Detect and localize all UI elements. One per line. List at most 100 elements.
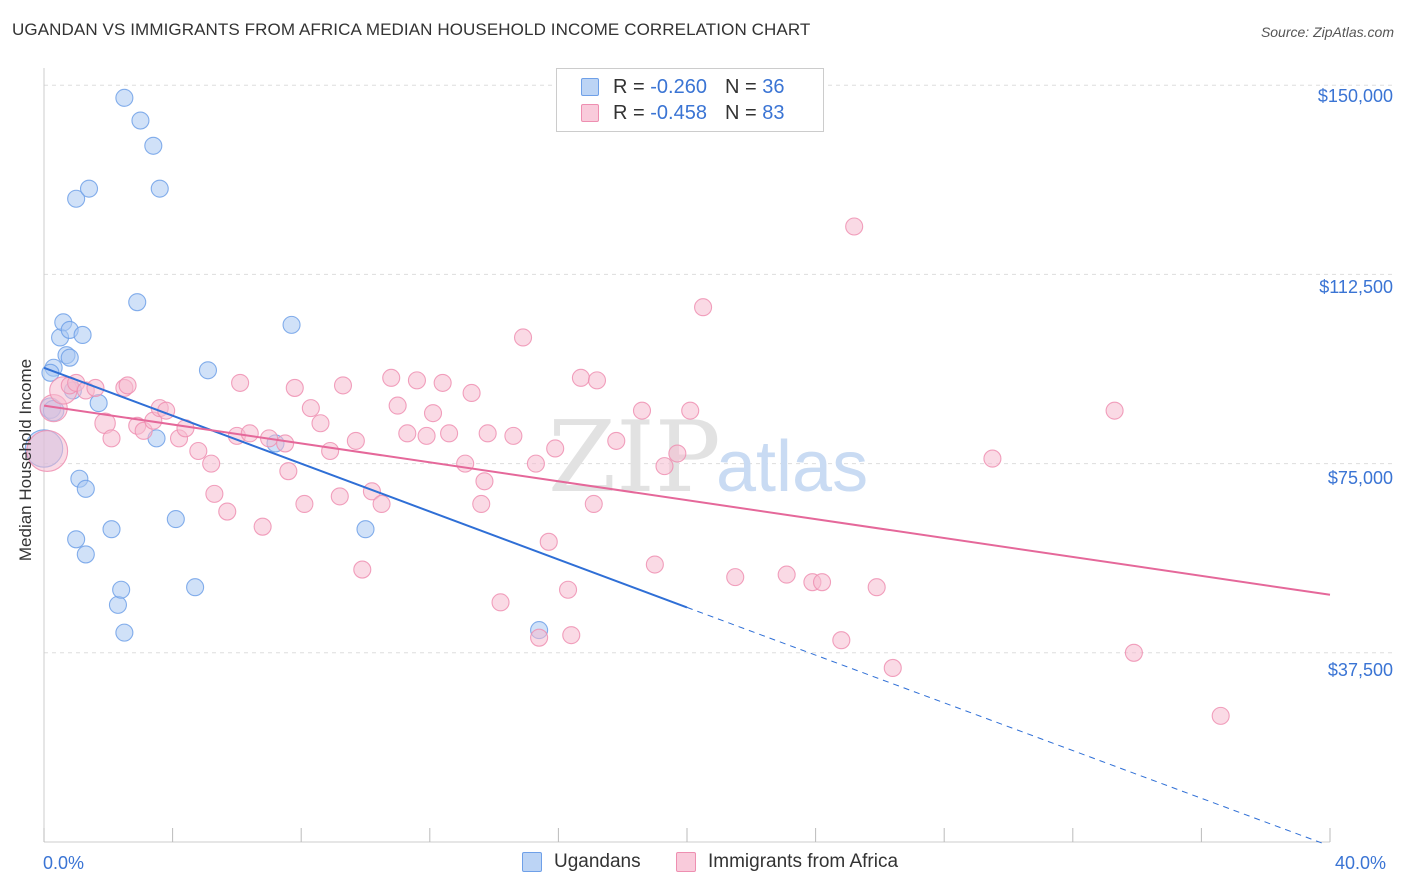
immigrant-point bbox=[632, 401, 652, 420]
watermark-zip: ZIP bbox=[548, 401, 721, 515]
immigrant-point bbox=[681, 401, 700, 420]
immigrant-point bbox=[1105, 401, 1124, 420]
series-legend: Ugandans Immigrants from Africa bbox=[0, 851, 1406, 877]
legend-r-value: -0.458 bbox=[650, 101, 707, 124]
ugandan-point bbox=[76, 479, 95, 498]
ugandan-point bbox=[76, 545, 95, 564]
immigrant-point bbox=[285, 378, 304, 397]
legend-swatch-pink bbox=[581, 104, 599, 122]
ugandan-point bbox=[144, 136, 163, 155]
legend-swatch-blue bbox=[522, 852, 542, 872]
immigrant-point bbox=[189, 441, 208, 461]
immigrant-point bbox=[812, 573, 832, 592]
immigrant-point bbox=[118, 376, 137, 395]
y-tick-label: $37,500 bbox=[1327, 660, 1393, 680]
legend-swatch-blue bbox=[581, 78, 599, 96]
immigrant-point bbox=[655, 457, 674, 476]
gridlines bbox=[44, 84, 1396, 654]
watermark-atlas: atlas bbox=[716, 427, 868, 507]
legend-n-label: N = bbox=[724, 101, 757, 124]
ugandan-point bbox=[115, 623, 134, 642]
immigrant-point bbox=[301, 399, 320, 418]
immigrant-point bbox=[433, 373, 452, 392]
immigrant-point bbox=[382, 368, 401, 387]
immigrant-point bbox=[279, 462, 298, 481]
immigrant-point bbox=[558, 580, 578, 599]
immigrant-point bbox=[330, 487, 349, 506]
immigrant-point bbox=[983, 449, 1002, 468]
immigrant-point bbox=[253, 517, 272, 536]
ugandan-point bbox=[108, 595, 127, 614]
legend-item-immigrants[interactable]: Immigrants from Africa bbox=[676, 851, 898, 873]
immigrant-point bbox=[539, 532, 558, 551]
correlation-legend: R = -0.260 N = 36 R = -0.458 N = 83 bbox=[556, 68, 824, 132]
ugandan-point bbox=[115, 88, 134, 107]
ugandan-point bbox=[67, 530, 86, 549]
immigrant-point bbox=[440, 424, 459, 443]
immigrant-point bbox=[475, 472, 494, 491]
ugandan-point bbox=[112, 580, 131, 599]
y-tick-label: $150,000 bbox=[1317, 86, 1393, 106]
immigrant-point bbox=[218, 502, 237, 521]
immigrant-point bbox=[362, 482, 381, 501]
y-tick-label: $112,500 bbox=[1319, 277, 1393, 297]
immigrant-point bbox=[668, 444, 687, 463]
immigrant-point bbox=[26, 430, 69, 472]
immigrant-point bbox=[321, 441, 340, 461]
legend-r-value: -0.260 bbox=[650, 75, 707, 98]
ugandan-trend-line bbox=[43, 366, 688, 609]
legend-r-label: R = bbox=[613, 75, 645, 98]
legend-n-value: 36 bbox=[762, 75, 785, 98]
legend-n-label: N = bbox=[724, 75, 757, 98]
immigrant-point bbox=[311, 414, 330, 433]
immigrant-point bbox=[530, 628, 549, 647]
immigrant-point bbox=[584, 494, 603, 514]
immigrant-point bbox=[726, 568, 745, 587]
immigrant-point bbox=[231, 373, 250, 392]
ugandan-point bbox=[166, 510, 185, 529]
immigrant-point bbox=[456, 454, 475, 473]
immigrant-point bbox=[546, 439, 565, 458]
legend-item-ugandans[interactable]: Ugandans bbox=[522, 851, 641, 873]
immigrant-point bbox=[240, 424, 259, 443]
ugandan-point bbox=[79, 179, 99, 198]
immigrant-point bbox=[832, 631, 851, 650]
ugandan-point bbox=[73, 325, 92, 345]
immigrant-point bbox=[423, 404, 443, 423]
immigrant-point bbox=[346, 431, 365, 450]
immigrant-point bbox=[777, 565, 796, 584]
immigrant-point bbox=[513, 328, 533, 347]
ugandan-point bbox=[282, 315, 301, 334]
immigrant-point bbox=[694, 298, 713, 317]
legend-row-immigrants: R = -0.458 N = 83 bbox=[581, 101, 784, 125]
y-tick-label: $75,000 bbox=[1327, 468, 1393, 488]
chart-title: UGANDAN VS IMMIGRANTS FROM AFRICA MEDIAN… bbox=[12, 20, 811, 39]
legend-label-ugandans: Ugandans bbox=[554, 851, 641, 872]
ugandan-point bbox=[198, 361, 218, 380]
immigrant-point bbox=[372, 494, 391, 514]
ugandan-point bbox=[150, 179, 169, 198]
immigrant-point bbox=[587, 371, 607, 390]
immigrant-point bbox=[526, 454, 545, 473]
immigrant-point bbox=[478, 424, 497, 443]
immigrant-point bbox=[645, 555, 664, 574]
immigrant-point bbox=[388, 396, 407, 415]
immigrant-point bbox=[1124, 643, 1143, 662]
source-label: Source: ZipAtlas.com bbox=[1260, 24, 1394, 40]
ugandan-point bbox=[186, 578, 205, 597]
immigrant-point bbox=[607, 431, 626, 450]
immigrant-point bbox=[205, 484, 224, 503]
legend-swatch-pink bbox=[676, 852, 696, 872]
immigrant-point bbox=[845, 217, 864, 236]
immigrant-point bbox=[202, 454, 221, 473]
immigrant-point bbox=[417, 426, 436, 445]
immigrant-point bbox=[295, 494, 314, 514]
legend-row-ugandans: R = -0.260 N = 36 bbox=[581, 75, 784, 99]
x-tick-label: 0.0% bbox=[43, 853, 85, 873]
trend-lines bbox=[43, 366, 1331, 844]
immigrant-point bbox=[353, 560, 372, 579]
ugandan-trend-extension bbox=[686, 606, 1323, 844]
legend-r-label: R = bbox=[613, 101, 645, 124]
watermark: ZIP atlas bbox=[548, 401, 868, 515]
immigrant-point bbox=[562, 626, 581, 645]
